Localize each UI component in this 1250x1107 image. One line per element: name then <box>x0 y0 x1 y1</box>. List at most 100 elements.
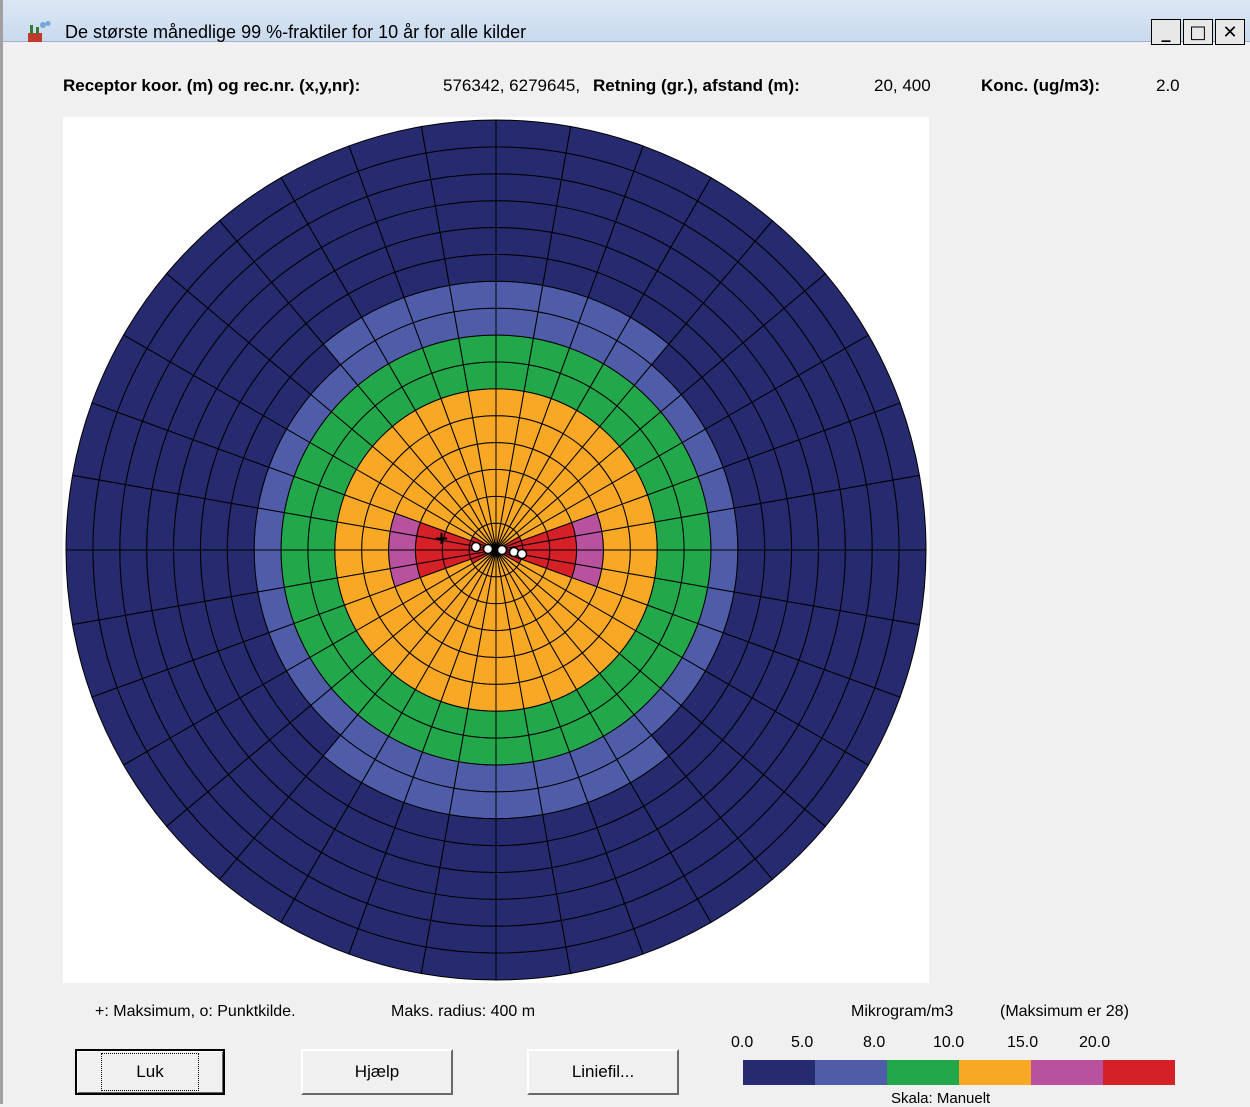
minimize-icon: _ <box>1161 21 1171 43</box>
scale-tick: 10.0 <box>933 1034 965 1051</box>
polar-cell <box>226 549 259 598</box>
polar-cell <box>430 893 497 927</box>
close-button[interactable]: ✕ <box>1215 19 1245 45</box>
close-dialog-button[interactable]: Luk <box>75 1049 225 1095</box>
maximum-note: (Maksimum er 28) <box>1000 1003 1129 1020</box>
polar-cell <box>439 840 497 874</box>
maximum-marker: + <box>434 528 449 549</box>
polar-cell <box>253 507 285 551</box>
polar-cell <box>495 787 544 820</box>
polar-cell <box>280 512 312 551</box>
polar-cell <box>467 681 497 712</box>
polar-cell <box>199 549 232 602</box>
polar-cell <box>495 226 553 260</box>
polar-cell <box>334 521 365 551</box>
scale-tick: 20.0 <box>1079 1034 1111 1051</box>
polar-cell <box>434 200 497 233</box>
polar-cell <box>495 280 544 313</box>
polar-cell <box>495 840 553 874</box>
polar-cell <box>733 549 766 598</box>
polar-cell <box>146 549 179 612</box>
polar-cell <box>892 549 927 626</box>
polar-cell <box>199 498 232 551</box>
polar-cell <box>839 484 873 551</box>
title-bar[interactable]: De største månedlige 99 %-fraktiler for … <box>3 0 1250 45</box>
polar-cell <box>430 173 497 207</box>
scale-swatch <box>815 1060 887 1085</box>
scale-swatch <box>743 1060 815 1085</box>
hjaelp-label: Hjælp <box>354 1062 400 1081</box>
marker-legend: +: Maksimum, o: Punktkilde. <box>95 1003 296 1020</box>
polar-cell <box>226 502 259 551</box>
polar-cell <box>361 526 391 551</box>
polar-cell <box>146 488 179 551</box>
polar-concentration-map[interactable]: + <box>63 117 929 983</box>
polar-cell <box>448 787 497 820</box>
polar-cell <box>495 388 525 419</box>
polar-cell <box>495 361 530 392</box>
polar-cell <box>680 549 712 588</box>
polar-cell <box>733 502 766 551</box>
window-title: De største månedlige 99 %-fraktiler for … <box>65 22 527 42</box>
scale-swatch <box>887 1060 959 1085</box>
polar-cell <box>495 734 534 766</box>
polar-cell <box>627 549 658 579</box>
polar-cell <box>495 867 558 900</box>
polar-cell <box>786 549 820 607</box>
factory-chimney-icon <box>28 21 51 42</box>
polar-cell <box>654 516 685 551</box>
scale-swatch <box>1031 1060 1103 1085</box>
polar-cell <box>495 334 534 366</box>
scale-swatch <box>1103 1060 1175 1085</box>
luk-label: Luk <box>101 1053 199 1091</box>
line-file-button[interactable]: Liniefil... <box>527 1049 679 1095</box>
polar-cell <box>495 708 530 739</box>
polar-cell <box>434 867 497 900</box>
polar-cell <box>172 493 206 551</box>
point-source-marker <box>482 543 494 555</box>
scale-tick: 0.0 <box>731 1034 754 1051</box>
polar-cell <box>495 200 558 233</box>
polar-cell <box>495 814 548 847</box>
polar-cell <box>601 549 631 574</box>
polar-cell <box>439 226 497 260</box>
polar-cell <box>495 173 562 207</box>
polar-cell <box>253 549 285 593</box>
receptor-value: 576342, 6279645, <box>443 76 581 95</box>
receptor-label: Receptor koor. (m) og rec.nr. (x,y,nr): <box>63 76 361 95</box>
polar-cell <box>813 549 846 612</box>
maximize-button[interactable]: □ <box>1183 19 1213 45</box>
scale-note: Skala: Manuelt <box>891 1090 991 1107</box>
polar-cell <box>495 893 562 927</box>
minimize-button[interactable]: _ <box>1151 19 1181 45</box>
polar-cell <box>307 549 338 584</box>
receptor-info-row: Receptor koor. (m) og rec.nr. (x,y,nr): … <box>63 76 1233 98</box>
polar-cell <box>760 549 793 602</box>
polar-cell <box>654 549 685 584</box>
polar-cell <box>119 484 153 551</box>
polar-cell <box>495 415 520 445</box>
polar-cell <box>172 549 206 607</box>
help-button[interactable]: Hjælp <box>301 1049 453 1095</box>
polar-cell <box>444 253 497 286</box>
unit-label: Mikrogram/m3 <box>851 1003 954 1020</box>
polar-cell <box>280 549 312 588</box>
max-radius-label: Maks. radius: 400 m <box>391 1003 536 1020</box>
point-source-marker <box>470 541 482 553</box>
polar-cell <box>458 334 497 366</box>
scale-swatch <box>959 1060 1031 1085</box>
polar-cell <box>813 488 846 551</box>
direction-label: Retning (gr.), afstand (m): <box>593 76 800 95</box>
polar-cell <box>760 498 793 551</box>
direction-value: 20, 400 <box>874 76 931 95</box>
color-scale-bar <box>743 1060 1175 1085</box>
polar-cell <box>472 655 497 685</box>
polar-cell <box>453 761 497 793</box>
polar-cell <box>495 253 548 286</box>
polar-cell <box>786 493 820 551</box>
polar-cell <box>307 516 338 551</box>
scale-tick: 8.0 <box>863 1034 886 1051</box>
polar-cell <box>453 307 497 339</box>
scale-tick: 15.0 <box>1007 1034 1039 1051</box>
concentration-plot[interactable]: + <box>63 117 929 983</box>
